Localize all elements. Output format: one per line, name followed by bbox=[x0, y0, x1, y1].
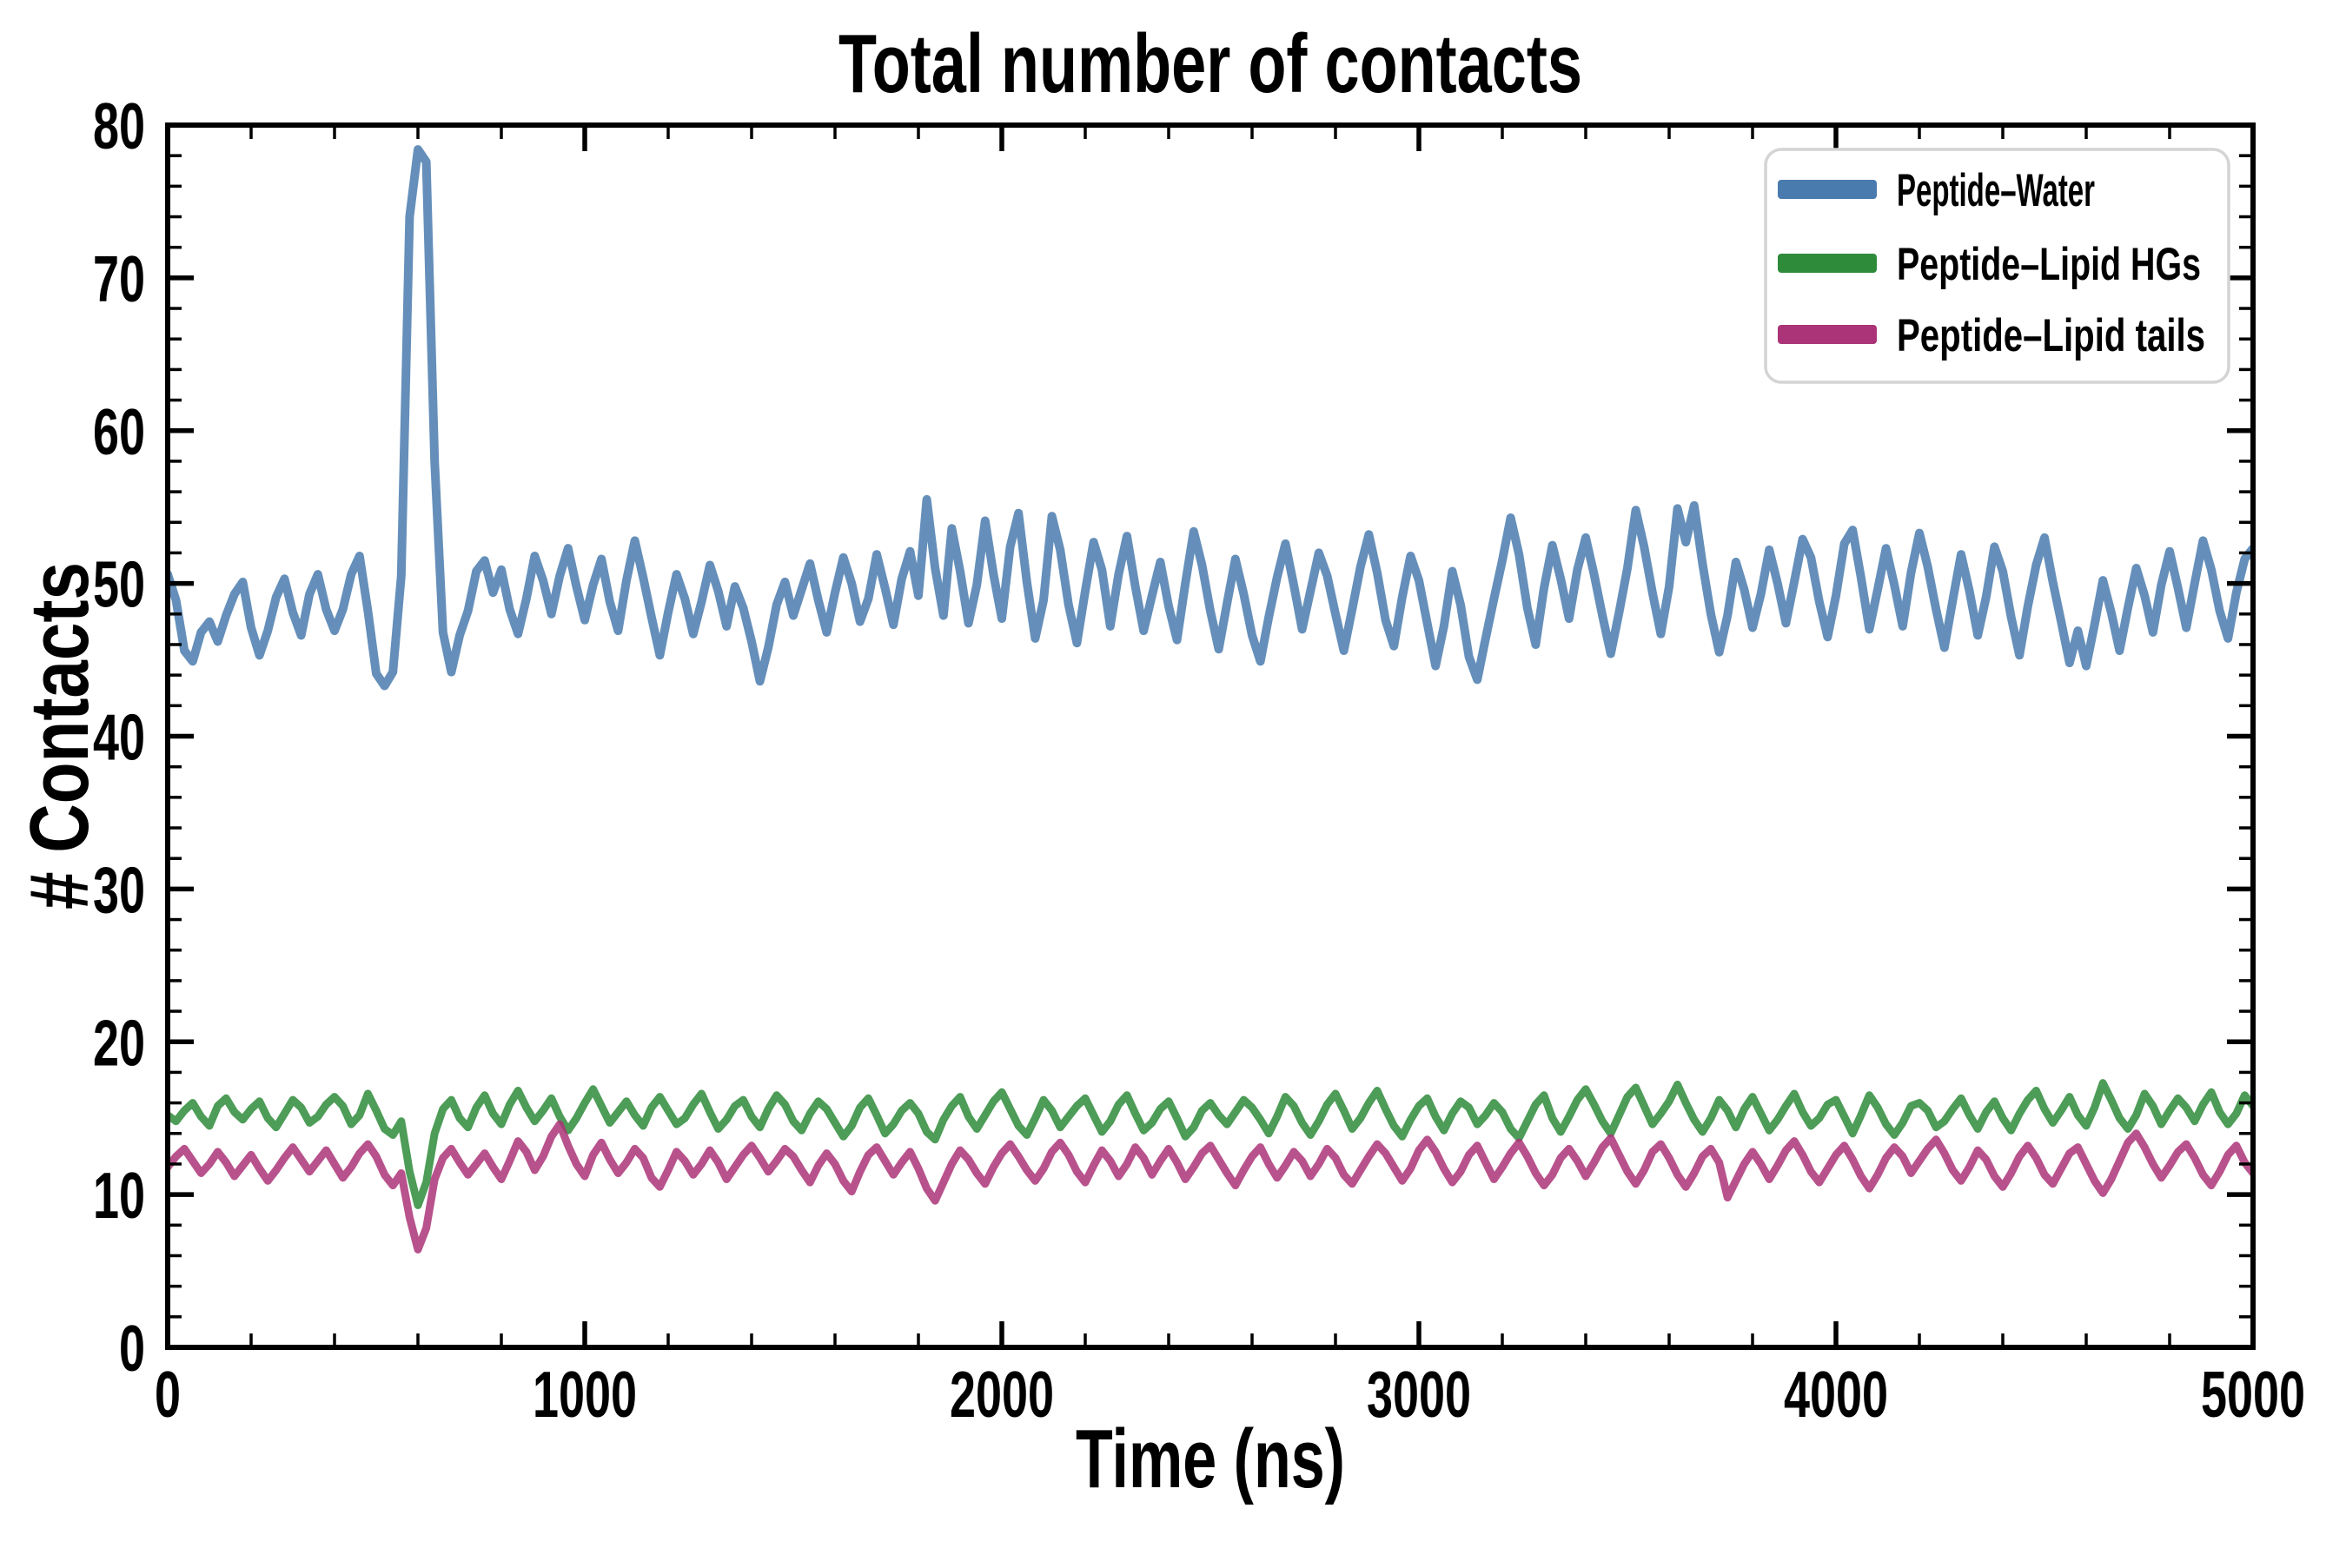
y-tick-label: 80 bbox=[93, 89, 145, 162]
axis-tick-labels: 0 1000 2000 3000 4000 5000 0 10 20 30 40 50 60 70 80 bbox=[93, 89, 2305, 1431]
y-tick-label: 20 bbox=[93, 1006, 145, 1079]
y-axis-label: # Contacts bbox=[13, 562, 106, 910]
legend-swatch-peptide-water bbox=[1778, 180, 1877, 199]
series-line-peptide-lipid-hgs bbox=[168, 1079, 2253, 1209]
y-tick-label: 60 bbox=[93, 395, 145, 468]
y-tick-label: 30 bbox=[93, 853, 145, 926]
y-tick-label: 40 bbox=[93, 701, 145, 774]
legend-swatch-peptide-lipid-tails bbox=[1778, 325, 1877, 344]
legend-box bbox=[1764, 148, 2230, 384]
plot-border bbox=[165, 122, 2256, 1350]
y-tick-label: 70 bbox=[93, 242, 145, 315]
x-axis-label: Time (ns) bbox=[1076, 1413, 1345, 1505]
x-tick-label: 3000 bbox=[1367, 1358, 1471, 1431]
x-tick-label: 0 bbox=[155, 1358, 181, 1431]
x-tick-label: 5000 bbox=[2201, 1358, 2305, 1431]
legend-swatch-peptide-lipid-hgs bbox=[1778, 254, 1877, 273]
y-tick-label: 10 bbox=[93, 1159, 145, 1232]
legend: Peptide–Water Peptide–Lipid HGs Peptide–… bbox=[1764, 148, 2230, 384]
y-tick-label: 50 bbox=[93, 548, 145, 621]
series-group bbox=[168, 145, 2253, 1254]
x-tick-label: 2000 bbox=[950, 1358, 1054, 1431]
chart-title: Total number of contacts bbox=[838, 17, 1582, 110]
legend-label-peptide-lipid-hgs: Peptide–Lipid HGs bbox=[1897, 239, 2201, 290]
legend-label-peptide-water: Peptide–Water bbox=[1897, 165, 2095, 216]
x-tick-label: 4000 bbox=[1784, 1358, 1888, 1431]
legend-label-peptide-lipid-tails: Peptide–Lipid tails bbox=[1897, 310, 2205, 361]
series-line-peptide-lipid-tails bbox=[168, 1120, 2253, 1254]
y-tick-label: 0 bbox=[119, 1312, 145, 1385]
series-line-peptide-water bbox=[168, 145, 2253, 691]
x-tick-label: 1000 bbox=[533, 1358, 637, 1431]
